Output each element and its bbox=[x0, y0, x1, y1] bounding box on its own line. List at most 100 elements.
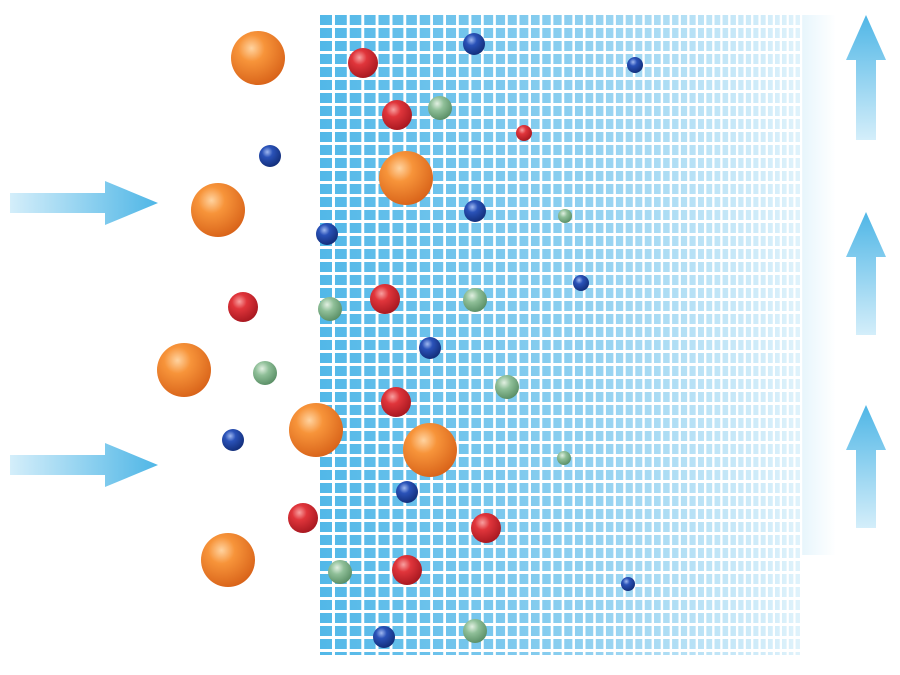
particle bbox=[558, 209, 572, 223]
grid-gap-col bbox=[456, 15, 459, 655]
particles bbox=[157, 31, 643, 648]
grid-gap-col bbox=[468, 15, 472, 655]
grid-gap-col bbox=[720, 15, 723, 655]
grid-gap-row bbox=[320, 649, 800, 652]
particle bbox=[403, 423, 457, 477]
grid-gap-col bbox=[443, 15, 447, 655]
grid-gap-col bbox=[361, 15, 365, 655]
grid-gap-col bbox=[346, 15, 350, 655]
grid-gap-row bbox=[320, 558, 800, 561]
grid-gap-col bbox=[516, 15, 520, 655]
particle bbox=[328, 560, 352, 584]
grid-gap-row bbox=[320, 207, 800, 210]
grid-gap-col bbox=[678, 15, 681, 655]
grid-gap-col bbox=[493, 15, 496, 655]
grid-gap-col bbox=[613, 15, 616, 655]
grid-gap-col bbox=[550, 15, 554, 655]
particle bbox=[370, 284, 400, 314]
grid-gap-row bbox=[320, 571, 800, 574]
grid-gap-col bbox=[642, 15, 645, 655]
grid-gap-col bbox=[703, 15, 707, 655]
grid-gap-row bbox=[320, 220, 800, 223]
particle bbox=[464, 200, 486, 222]
grid-gap-row bbox=[320, 337, 800, 340]
grid-gap-col bbox=[416, 15, 420, 655]
grid-gap-col bbox=[528, 15, 531, 655]
grid-gap-col bbox=[375, 15, 379, 655]
particle bbox=[379, 151, 433, 205]
particle bbox=[318, 297, 342, 321]
grid-gap-col bbox=[561, 15, 565, 655]
grid-gap-col bbox=[403, 15, 407, 655]
grid-gap-row bbox=[320, 272, 800, 275]
particle bbox=[516, 125, 532, 141]
filter-grid-lines bbox=[320, 15, 803, 655]
grid-gap-row bbox=[320, 168, 800, 171]
particle bbox=[228, 292, 258, 322]
particle bbox=[621, 577, 635, 591]
grid-gap-col bbox=[660, 15, 664, 655]
grid-gap-row bbox=[320, 519, 800, 522]
grid-gap-col bbox=[758, 15, 761, 655]
grid-gap-col bbox=[332, 15, 335, 655]
grid-gap-row bbox=[320, 584, 800, 587]
grid-gap-row bbox=[320, 441, 800, 444]
grid-gap-row bbox=[320, 38, 800, 41]
particle bbox=[288, 503, 318, 533]
grid-gap-col bbox=[728, 15, 731, 655]
grid-gap-col bbox=[603, 15, 606, 655]
grid-gap-col bbox=[539, 15, 543, 655]
particle bbox=[253, 361, 277, 385]
grid-gap-col bbox=[765, 15, 768, 655]
particle bbox=[316, 223, 338, 245]
grid-gap-col bbox=[389, 15, 393, 655]
grid-gap-col bbox=[651, 15, 655, 655]
particle bbox=[381, 387, 411, 417]
grid-gap-col bbox=[572, 15, 575, 655]
grid-gap-row bbox=[320, 545, 800, 548]
grid-gap-col bbox=[751, 15, 754, 655]
grid-gap-row bbox=[320, 467, 800, 470]
grid-gap-row bbox=[320, 610, 800, 613]
grid-gap-row bbox=[320, 103, 800, 106]
grid-gap-row bbox=[320, 64, 800, 67]
grid-gap-col bbox=[669, 15, 673, 655]
inflow-arrow bbox=[10, 181, 158, 225]
grid-gap-row bbox=[320, 506, 800, 509]
grid-gap-row bbox=[320, 623, 800, 626]
grid-gap-col bbox=[793, 15, 796, 655]
particle bbox=[222, 429, 244, 451]
grid-gap-row bbox=[320, 90, 800, 93]
grid-gap-row bbox=[320, 493, 800, 496]
outflow-arrow bbox=[846, 212, 886, 335]
grid-gap-row bbox=[320, 25, 800, 28]
filter-fade bbox=[800, 15, 836, 555]
particle bbox=[259, 145, 281, 167]
grid-gap-col bbox=[593, 15, 596, 655]
grid-gap-col bbox=[799, 15, 803, 655]
grid-gap-row bbox=[320, 636, 800, 639]
grid-gap-row bbox=[320, 129, 800, 132]
particle bbox=[495, 375, 519, 399]
grid-gap-col bbox=[735, 15, 739, 655]
outflow-arrow bbox=[846, 15, 886, 140]
particle bbox=[348, 48, 378, 78]
grid-gap-row bbox=[320, 428, 800, 431]
grid-gap-row bbox=[320, 285, 800, 288]
grid-gap-col bbox=[623, 15, 626, 655]
particle bbox=[463, 288, 487, 312]
grid-gap-row bbox=[320, 181, 800, 184]
grid-gap-row bbox=[320, 142, 800, 145]
grid-gap-row bbox=[320, 532, 800, 535]
grid-gap-row bbox=[320, 389, 800, 392]
grid-gap-row bbox=[320, 155, 800, 158]
grid-gap-col bbox=[786, 15, 789, 655]
grid-gap-col bbox=[582, 15, 586, 655]
grid-gap-col bbox=[743, 15, 746, 655]
particle bbox=[382, 100, 412, 130]
particle bbox=[463, 619, 487, 643]
grid-gap-row bbox=[320, 324, 800, 327]
particle bbox=[463, 33, 485, 55]
grid-gap-row bbox=[320, 259, 800, 262]
